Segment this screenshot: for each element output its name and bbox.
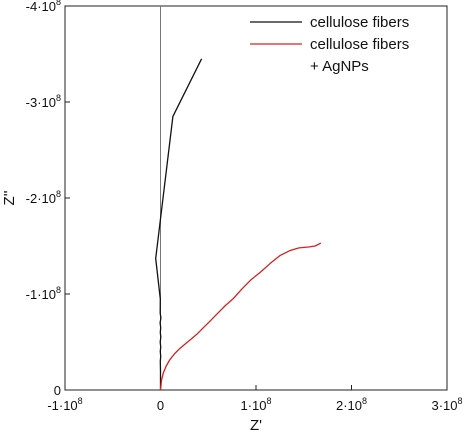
y-tick-label: -4·108	[26, 0, 61, 14]
x-axis-title: Z'	[250, 417, 262, 434]
y-tick-label: -1·108	[26, 285, 61, 302]
x-tick-label: 1·108	[240, 396, 271, 413]
legend-label-2: + AgNPs	[310, 58, 369, 75]
series-line-1	[155, 58, 203, 390]
plot-frame	[64, 5, 448, 391]
legend-label-2: cellulose fibers	[310, 36, 409, 53]
legend-label-1: cellulose fibers	[310, 14, 409, 31]
y-tick-label: -3·108	[26, 93, 61, 110]
axes-layer: -1·108 0 1·108 2·108 3·1080-1·108-2·108-3·10…	[1, 0, 463, 434]
x-tick-label: 3·108	[431, 396, 462, 413]
y-tick-label: -2·108	[26, 189, 61, 206]
x-tick-label: -1·108	[47, 396, 82, 413]
legend: cellulose fibers cellulose fibers + AgNPs	[250, 14, 409, 75]
x-tick-label: 0	[157, 398, 164, 413]
series-layer	[155, 58, 322, 391]
x-tick-label: 2·108	[336, 396, 367, 413]
series-line-2	[159, 242, 322, 391]
y-axis-title: Z''	[1, 190, 18, 205]
y-tick-label: 0	[54, 383, 61, 398]
